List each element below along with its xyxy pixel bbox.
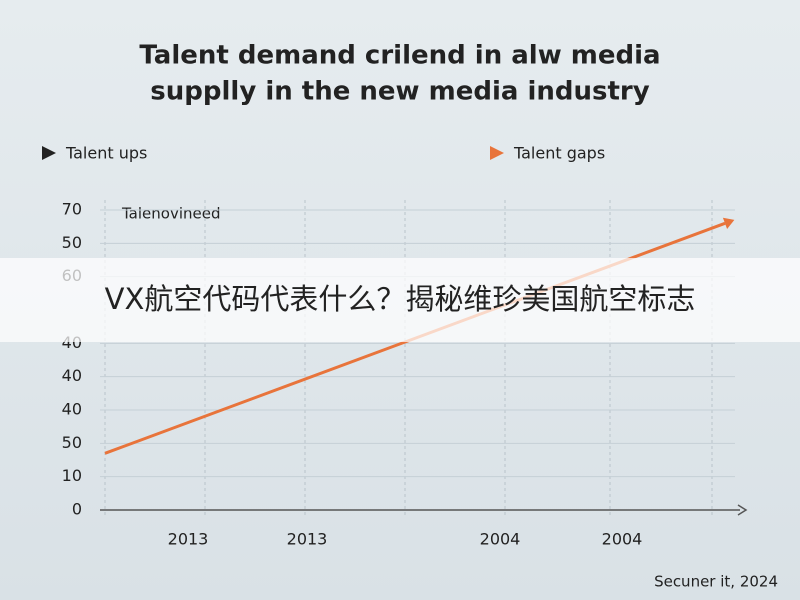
legend-label: Talent gaps: [513, 144, 605, 163]
annotation: Talenovineed: [121, 205, 220, 223]
chart-title: Talent demand crilend in alw media: [139, 41, 660, 71]
x-tick-label: 2004: [602, 530, 643, 549]
x-tick-label: 2013: [287, 530, 328, 549]
line-arrowhead: [722, 217, 735, 229]
y-tick-label: 40: [62, 400, 82, 419]
x-axis-arrow: [737, 504, 748, 516]
banner-text: VX航空代码代表什么？揭秘维珍美国航空标志: [105, 282, 696, 316]
legend-label: Talent ups: [65, 144, 147, 163]
legend-marker: [490, 146, 504, 160]
chart-title: supplly in the new media industry: [150, 77, 649, 107]
y-tick-label: 10: [62, 466, 82, 485]
y-tick-label: 50: [62, 433, 82, 452]
banner: [0, 258, 800, 342]
legend-marker: [42, 146, 56, 160]
x-tick-label: 2013: [168, 530, 209, 549]
y-tick-label: 40: [62, 366, 82, 385]
y-tick-label: 0: [72, 500, 82, 519]
y-tick-label: 50: [62, 233, 82, 252]
y-tick-label: 70: [62, 200, 82, 219]
x-tick-label: 2004: [480, 530, 521, 549]
source: Secuner it, 2024: [654, 573, 778, 591]
